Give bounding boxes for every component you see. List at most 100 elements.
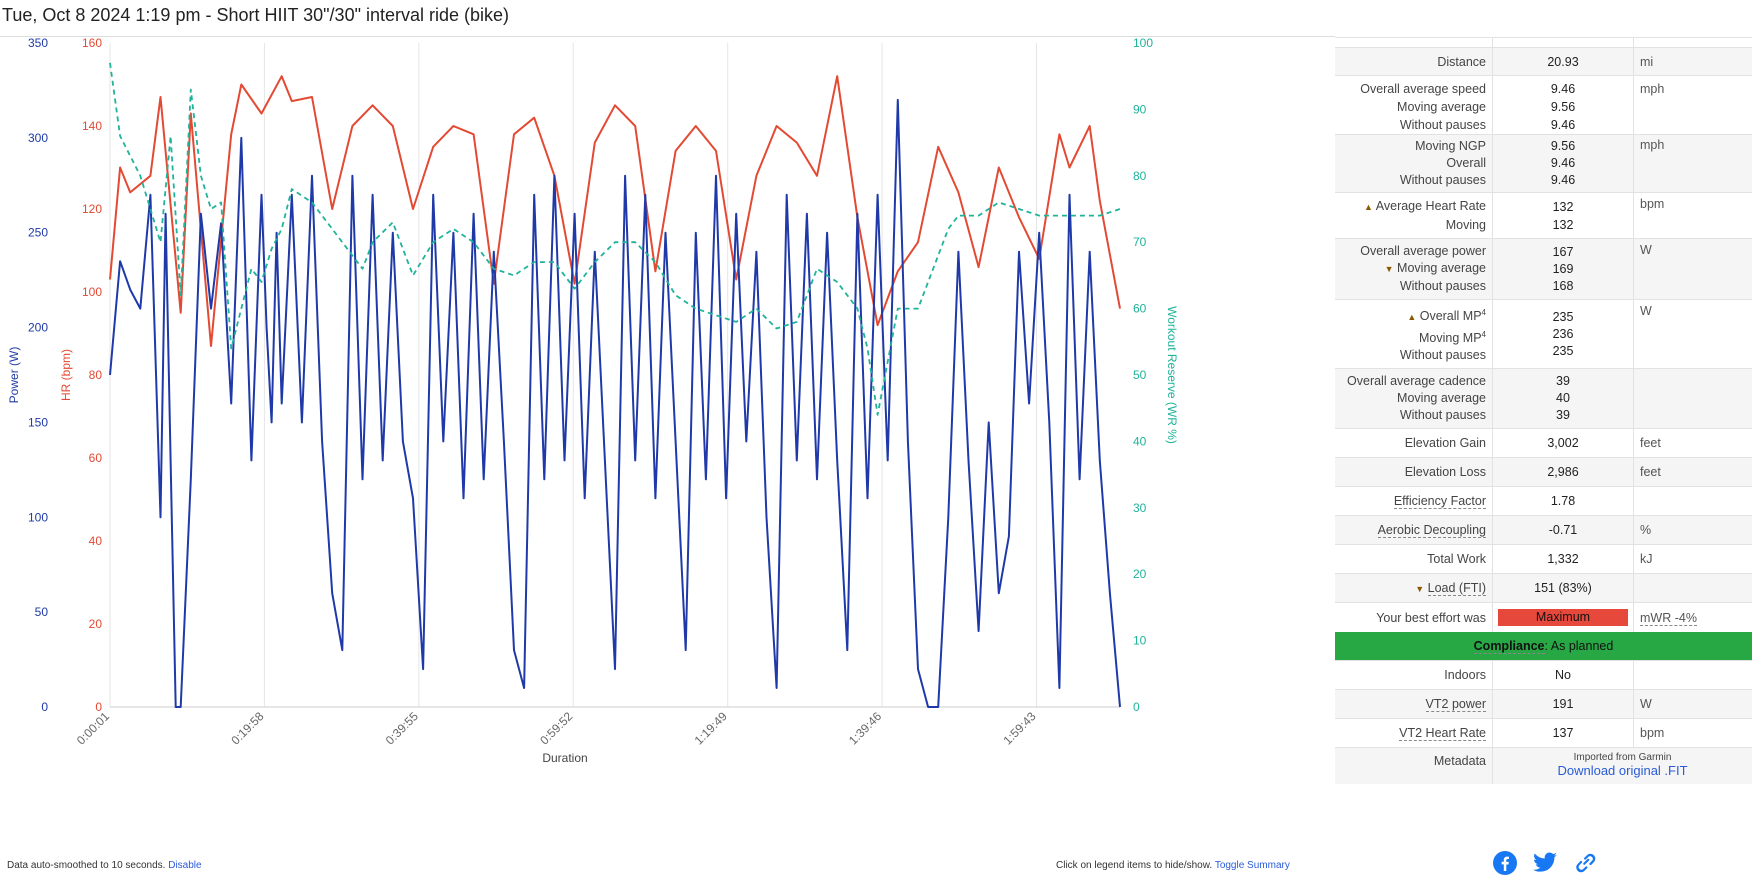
- wr-tick-label: 20: [1133, 567, 1147, 581]
- load-label-text[interactable]: Load (FTI): [1427, 581, 1486, 597]
- compliance-text: : As planned: [1544, 638, 1614, 653]
- compliance-label[interactable]: Compliance: [1473, 638, 1545, 654]
- wr-tick-label: 80: [1133, 169, 1147, 183]
- row-power: Overall average power ▼ Moving average W…: [1335, 238, 1752, 300]
- vt2-hr-label-text[interactable]: VT2 Heart Rate: [1399, 725, 1486, 741]
- power-axis-label: Power (W): [7, 347, 21, 404]
- row-load: ▼ Load (FTI) 151 (83%): [1335, 573, 1752, 603]
- power-value-moving: 169: [1552, 261, 1574, 276]
- facebook-icon[interactable]: [1492, 850, 1518, 876]
- power-tick-label: 300: [28, 131, 48, 145]
- power-unit: W: [1633, 238, 1752, 300]
- ef-label[interactable]: Efficiency Factor: [1335, 486, 1493, 516]
- power-label-nopause: Without pauses: [1399, 279, 1486, 293]
- decoupling-label-text[interactable]: Aerobic Decoupling: [1377, 523, 1486, 539]
- wr-tick-label: 40: [1133, 434, 1147, 448]
- hr-tick-label: 20: [89, 617, 103, 631]
- vt2-hr-label[interactable]: VT2 Heart Rate: [1335, 717, 1493, 748]
- vt2-power-label[interactable]: VT2 power: [1335, 688, 1493, 719]
- decoupling-label[interactable]: Aerobic Decoupling: [1335, 515, 1493, 545]
- legend-hint-text: Click on legend items to hide/show.: [1056, 860, 1213, 871]
- decoupling-value: -0.71: [1492, 515, 1634, 545]
- vt2-hr-value: 137: [1492, 717, 1634, 748]
- ef-label-text[interactable]: Efficiency Factor: [1393, 494, 1486, 510]
- workout-chart[interactable]: 0:00:01 0:19:58 0:39:55 0:59:52 1:19:49 1:39:…: [0, 37, 1335, 885]
- best-effort-extra[interactable]: mWR -4%: [1640, 610, 1697, 626]
- link-icon[interactable]: [1572, 850, 1598, 876]
- wr-tick-label: 50: [1133, 368, 1147, 382]
- hr-label-average[interactable]: ▲ Average Heart Rate: [1335, 197, 1486, 216]
- hr-tick-label: 120: [82, 202, 102, 216]
- vt2-hr-unit: bpm: [1633, 717, 1752, 748]
- download-fit-link[interactable]: Download original .FIT: [1557, 762, 1688, 778]
- share-icons: [1492, 850, 1598, 876]
- x-axis-label: Duration: [542, 751, 587, 765]
- hr-value-moving: 132: [1552, 217, 1574, 232]
- mp-footnote: 4: [1481, 308, 1486, 317]
- metadata-imported: Imported from Garmin: [1573, 751, 1672, 763]
- chart-area[interactable]: 0:00:01 0:19:58 0:39:55 0:59:52 1:19:49 1:39:…: [0, 37, 1335, 885]
- wr-tick-label: 90: [1133, 102, 1147, 116]
- power-value-nopause: 168: [1552, 278, 1574, 293]
- hr-label-moving: Moving: [1445, 218, 1486, 232]
- vt2-power-label-text[interactable]: VT2 power: [1425, 696, 1486, 712]
- hr-tick-label: 40: [89, 534, 103, 548]
- row-vt2-power: VT2 power 191 W: [1335, 688, 1752, 719]
- power-label-moving[interactable]: ▼ Moving average: [1335, 260, 1486, 278]
- vt2-power-value: 191: [1492, 688, 1634, 719]
- hr-tick-label: 60: [89, 451, 103, 465]
- mp-label-overall-text: Overall MP: [1419, 309, 1482, 324]
- ngp-unit: mph: [1633, 134, 1752, 193]
- ngp-label-overall: Overall: [1446, 156, 1486, 170]
- row-decoupling: Aerobic Decoupling -0.71 %: [1335, 515, 1752, 545]
- metadata-label: Metadata: [1335, 746, 1493, 784]
- distance-unit: mi: [1633, 47, 1752, 76]
- mp-value-moving: 236: [1552, 326, 1574, 341]
- collapse-caret-icon[interactable]: ▼: [1415, 584, 1425, 595]
- legend-hint: Click on legend items to hide/show. Togg…: [1056, 860, 1290, 871]
- vt2-power-unit: W: [1633, 688, 1752, 719]
- best-label: Your best effort was: [1335, 602, 1493, 632]
- disable-smoothing-link[interactable]: Disable: [168, 860, 202, 871]
- hr-series-line: [109, 75, 1121, 347]
- hr-axis-label: HR (bpm): [59, 349, 73, 401]
- indoors-label: Indoors: [1335, 659, 1493, 690]
- x-tick-label: 0:59:52: [537, 709, 575, 747]
- speed-label-moving: Moving average: [1397, 100, 1486, 114]
- toggle-summary-link[interactable]: Toggle Summary: [1214, 860, 1290, 871]
- mp-value-nopause: 235: [1552, 343, 1574, 358]
- power-tick-label: 0: [41, 700, 48, 714]
- distance-value: 20.93: [1492, 47, 1634, 76]
- row-metadata: Metadata Imported from Garmin Download o…: [1335, 746, 1752, 784]
- row-total-work: Total Work 1,332 kJ: [1335, 544, 1752, 574]
- mp-value-overall: 235: [1552, 309, 1574, 324]
- row-distance: Distance 20.93 mi: [1335, 47, 1752, 76]
- expand-caret-icon[interactable]: ▲: [1407, 312, 1417, 323]
- elev-loss-value: 2,986: [1492, 457, 1634, 487]
- hr-tick-label: 160: [82, 37, 102, 50]
- wr-series-line: [109, 62, 1121, 416]
- expand-caret-icon[interactable]: ▲: [1364, 202, 1373, 212]
- row-vt2-hr: VT2 Heart Rate 137 bpm: [1335, 717, 1752, 748]
- mp-label-moving: Moving MP4: [1335, 326, 1486, 347]
- wr-tick-label: 10: [1133, 634, 1147, 648]
- twitter-icon[interactable]: [1532, 850, 1558, 876]
- collapse-caret-icon[interactable]: ▼: [1384, 264, 1394, 274]
- summary-table: Distance 20.93 mi Overall average speed …: [1335, 37, 1752, 784]
- power-tick-label: 100: [28, 510, 48, 524]
- row-efficiency: Efficiency Factor 1.78: [1335, 486, 1752, 516]
- ef-value: 1.78: [1492, 486, 1634, 516]
- mp-label-overall[interactable]: ▲ Overall MP4: [1335, 304, 1486, 326]
- x-tick-label: 1:39:46: [846, 709, 884, 747]
- cadence-value-nopause: 39: [1556, 408, 1570, 423]
- elev-gain-label: Elevation Gain: [1335, 428, 1493, 458]
- load-label[interactable]: ▼ Load (FTI): [1335, 573, 1493, 603]
- speed-unit: mph: [1633, 75, 1752, 135]
- speed-value-nopause: 9.46: [1550, 118, 1576, 132]
- wr-tick-label: 30: [1133, 501, 1147, 515]
- power-tick-label: 50: [35, 605, 49, 619]
- ngp-value-nopause: 9.46: [1550, 173, 1576, 187]
- hr-tick-label: 140: [82, 119, 102, 133]
- ngp-value-overall: 9.46: [1550, 156, 1576, 170]
- wr-tick-label: 70: [1133, 235, 1147, 249]
